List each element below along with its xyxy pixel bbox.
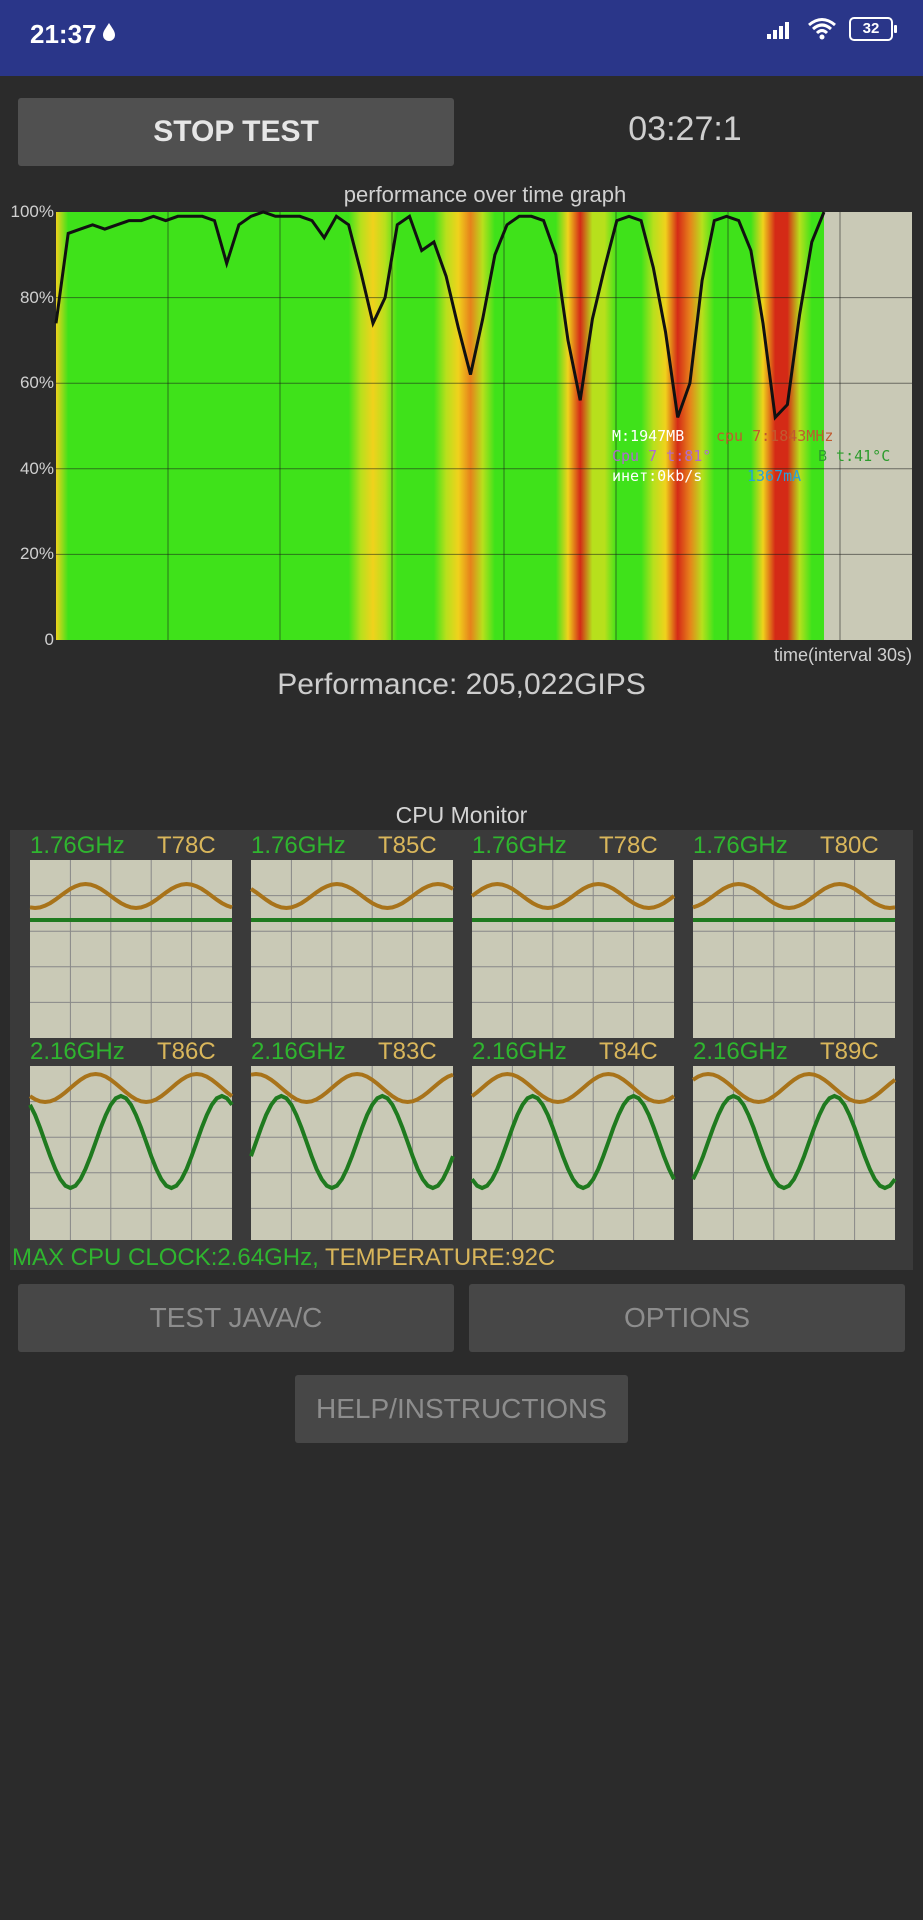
core-temp: T80C — [820, 832, 879, 859]
core-chart — [470, 1066, 676, 1240]
stop-test-button[interactable]: STOP TEST — [18, 98, 454, 166]
core-chart — [249, 1066, 455, 1240]
core-temp: T83C — [378, 1038, 437, 1065]
core-chart — [470, 860, 676, 1038]
cpu-freq-stat: cpu 7:1843MHz — [716, 427, 833, 445]
core-freq: 2.16GHz — [30, 1038, 125, 1065]
max-temperature: TEMPERATURE:92C — [324, 1244, 556, 1271]
cpu-temp-stat: Cpu 7 t:81° — [612, 447, 711, 465]
y-tick-label: 40% — [20, 459, 54, 478]
memory-stat: M:1947MB — [612, 427, 684, 445]
cpu-summary: MAX CPU CLOCK:2.64GHz, TEMPERATURE:92C — [12, 1244, 555, 1272]
status-icons: 32 — [765, 17, 897, 41]
help-instructions-button[interactable]: HELP/INSTRUCTIONS — [295, 1375, 628, 1443]
y-tick-label: 0 — [45, 630, 54, 649]
core-freq: 2.16GHz — [693, 1038, 788, 1065]
graph-grid — [56, 212, 912, 640]
current-stat: 1367mA — [747, 467, 801, 485]
core-temp: T85C — [378, 832, 437, 859]
performance-line — [54, 210, 826, 421]
heat-strip — [56, 212, 824, 640]
core-chart — [29, 860, 233, 1038]
y-tick-label: 80% — [20, 288, 54, 307]
performance-score: Performance: 205,022GIPS — [277, 668, 646, 701]
options-button[interactable]: OPTIONS — [469, 1284, 905, 1352]
signal-icon — [767, 22, 789, 39]
battery-icon: 32 — [849, 17, 897, 41]
core-freq: 1.76GHz — [693, 832, 788, 859]
y-tick-label: 20% — [20, 544, 54, 563]
core-temp: T78C — [599, 832, 658, 859]
core-chart — [28, 1066, 234, 1240]
cpu-monitor-title: CPU Monitor — [395, 802, 528, 828]
status-bar: 21:37 32 — [0, 0, 923, 76]
core-chart — [692, 860, 896, 1038]
core-temp: T89C — [820, 1038, 879, 1065]
core-chart — [249, 860, 454, 1038]
test-java-c-button[interactable]: TEST JAVA/C — [18, 1284, 454, 1352]
core-freq: 2.16GHz — [251, 1038, 346, 1065]
battery-temp-stat: B t:41°C — [818, 447, 890, 465]
max-cpu-clock: MAX CPU CLOCK:2.64GHz, — [12, 1244, 319, 1271]
elapsed-timer: 03:27:1 — [628, 110, 742, 148]
droplet-icon — [103, 23, 115, 41]
performance-graph: 100% 80% 60% 40% 20% 0 time(interval 30s… — [11, 205, 912, 665]
core-charts — [28, 860, 897, 1240]
graph-title: performance over time graph — [343, 182, 627, 207]
core-freq: 1.76GHz — [251, 832, 346, 859]
core-freq: 1.76GHz — [30, 832, 125, 859]
core-temp: T84C — [599, 1038, 658, 1065]
x-axis-label: time(interval 30s) — [774, 645, 912, 665]
y-tick-label: 60% — [20, 373, 54, 392]
status-time: 21:37 — [30, 19, 97, 49]
core-temp: T78C — [157, 832, 216, 859]
graph-overlay-stats: M:1947MB cpu 7:1843MHz Cpu 7 t:81° B t:4… — [612, 427, 890, 485]
core-freq: 2.16GHz — [472, 1038, 567, 1065]
core-freq: 1.76GHz — [472, 832, 567, 859]
wifi-icon — [808, 18, 836, 40]
core-temp: T86C — [157, 1038, 216, 1065]
cpu-monitor-panel: 1.76GHz T78C 1.76GHz T85C 1.76GHz T78C 1… — [10, 830, 913, 1272]
y-tick-label: 100% — [11, 205, 54, 221]
core-chart — [691, 1066, 897, 1240]
network-stat: инет:0kb/s — [612, 467, 702, 485]
